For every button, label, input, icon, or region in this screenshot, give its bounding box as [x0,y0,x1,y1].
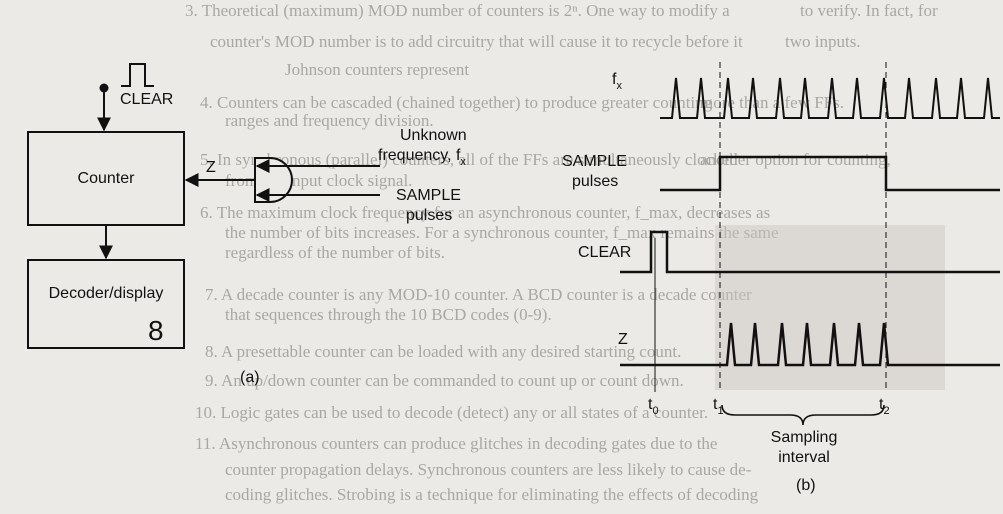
bg-text-line: more than a few FFs. [700,93,844,112]
z-waveform [620,322,1000,367]
bg-text-line: 4. Counters can be cascaded (chained tog… [200,93,713,112]
decoder-display-block [27,259,185,349]
bg-text-line: counter propagation delays. Synchronous … [225,460,752,479]
counter-label: Counter [78,170,136,187]
bg-text-line: another option for counting, [700,150,891,169]
pulses-label: pulses [406,207,452,224]
seven-segment-digit: 8 [148,315,164,346]
fx-waveform [660,77,1000,119]
sample-label-b: SAMPLE [562,153,627,170]
figure-a: CLEAR Counter Decoder/display 8 Z Unknow… [27,63,467,386]
bg-text-line: 3. Theoretical (maximum) MOD number of c… [185,1,730,20]
counter-block [27,131,185,226]
sampling-interval-brace [721,404,885,426]
bg-text-line: to verify. In fact, for [800,1,938,20]
bg-text-line: two inputs. [785,32,861,51]
bg-text-line: ranges and frequency division. [225,111,434,130]
interval-label: interval [778,449,830,466]
caption-a: (a) [240,369,260,386]
t1-label: t1 [713,396,724,417]
bg-text-line: that sequences through the 10 BCD codes … [225,305,552,324]
z-label-b: Z [618,331,628,348]
pulses-label-b: pulses [572,173,618,190]
unknown-label: Unknown [400,127,467,144]
t2-label: t2 [879,396,890,417]
clear-label-b: CLEAR [578,244,631,261]
bg-text-line: the number of bits increases. For a sync… [225,223,779,242]
background-text: 3. Theoretical (maximum) MOD number of c… [185,1,938,504]
clear-pulse-icon [121,63,154,87]
clear-waveform [620,230,1000,274]
clear-label: CLEAR [120,91,173,108]
t0-label: t0 [648,396,659,417]
fx-label: fx [612,71,622,92]
frequency-label: frequency, fx [378,147,466,168]
bg-text-line: 10. Logic gates can be used to decode (d… [195,403,708,422]
sampling-label: Sampling [771,429,838,446]
bg-text-line: 5. In synchronous (parallel) counters, a… [200,150,738,169]
decoder-label: Decoder/display [49,285,164,302]
bg-text-line: 11. Asynchronous counters can produce gl… [195,434,717,453]
caption-b: (b) [796,477,816,494]
bg-text-line: regardless of the number of bits. [225,243,445,262]
bg-text-line: 7. A decade counter is any MOD-10 counte… [205,285,752,304]
bg-text-line: coding glitches. Strobing is a technique… [225,485,759,504]
bg-text-line: counter's MOD number is to add circuitry… [210,32,743,51]
bg-text-line: 6. The maximum clock frequency for an as… [200,203,770,222]
bg-text-line: Johnson counters represent [285,60,469,79]
sample-label: SAMPLE [396,187,461,204]
bg-text-line: 8. A presettable counter can be loaded w… [205,342,681,361]
sample-waveform [660,155,1000,192]
z-label: Z [206,159,216,176]
bg-text-line: 9. An up/down counter can be commanded t… [205,371,684,390]
figure-b: fx SAMPLE pulses CLEAR Z t0 t1 t2 Sampli… [562,62,1000,494]
